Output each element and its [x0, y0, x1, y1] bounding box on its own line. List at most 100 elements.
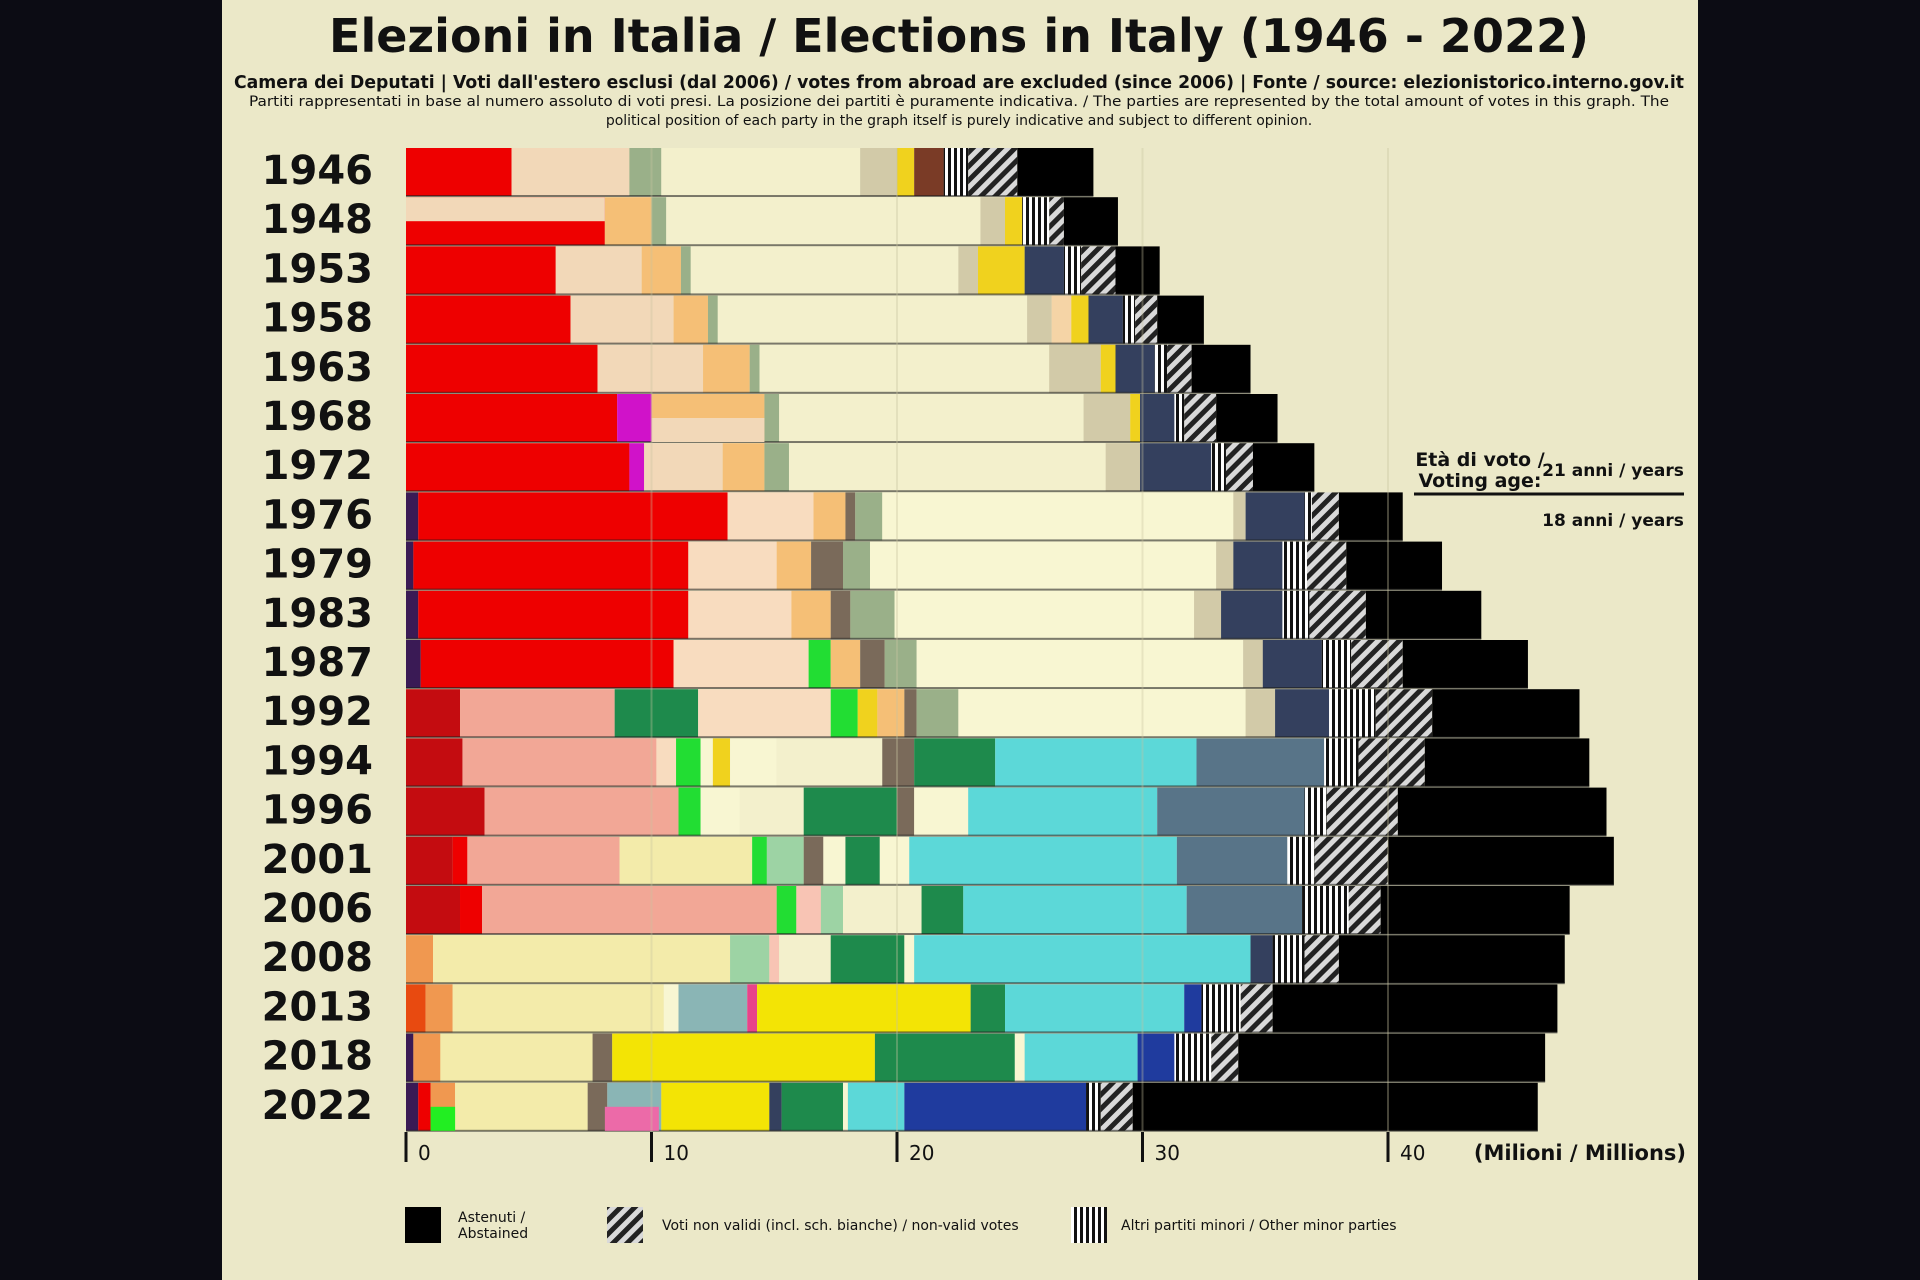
bar-separator-1996: [406, 834, 1607, 837]
bar-segment-1968-5: [1083, 394, 1131, 442]
bar-segment-2013-7: [970, 984, 1006, 1033]
bar-segment-1968-1: [617, 394, 652, 442]
bar-segment-2013-3: [663, 984, 679, 1033]
bar-segment-1992-13: [1375, 689, 1433, 738]
bar-segment-1976-1: [418, 492, 728, 541]
bar-segment-2001-7: [823, 836, 846, 885]
year-label-2006: 2006: [262, 886, 373, 932]
bar-segment-1992-2: [614, 689, 699, 738]
bar-segment-1968-7: [1140, 394, 1175, 442]
bar-segment-2013-11: [1240, 984, 1273, 1033]
bar-segment-2001-9: [879, 836, 910, 885]
bar-segment-2001-1: [452, 836, 468, 885]
bar-segment-1963-0: [406, 344, 598, 393]
bar-segment-2001-4: [752, 836, 767, 885]
bar-segment-1958-4: [717, 295, 1028, 344]
bar-segment-1972-6: [1105, 443, 1141, 492]
bar-segment-1996-0: [406, 787, 485, 836]
bar-segment-1958-6: [1051, 295, 1072, 344]
year-label-1953: 1953: [262, 246, 373, 292]
bar-segment-2022-13: [1100, 1082, 1133, 1131]
voting-age-21: 21 anni / years: [1542, 461, 1684, 481]
legend-minor-swatch: [1071, 1207, 1107, 1243]
bar-segment-1976-10: [1311, 492, 1339, 541]
grid-group: [650, 148, 1389, 1132]
x-axis: 0 10 20 30 40: [404, 1132, 1425, 1165]
bar-segment-1976-4: [845, 492, 856, 541]
bar-segment-1983-11: [1365, 590, 1482, 639]
bar-segment-1996-12: [1397, 787, 1607, 836]
bar-segment-2008-5: [830, 935, 905, 984]
bar-separator-1992: [406, 736, 1580, 739]
bar-segment-2008-2: [730, 935, 770, 984]
bar-segment-1996-4: [739, 787, 804, 836]
year-label-1979: 1979: [262, 542, 373, 588]
bar-segment-1958-1: [570, 295, 674, 344]
bar-segment-2001-3: [619, 836, 753, 885]
bar-segment-2006-12: [1380, 886, 1570, 934]
year-label-1963: 1963: [262, 345, 373, 391]
bar-segment-1946-6: [914, 148, 944, 196]
bar-segment-1963-9: [1167, 344, 1192, 393]
chart-subtitle: Camera dei Deputati | Voti dall'estero e…: [234, 72, 1684, 93]
bar-segment-1979-3: [776, 541, 812, 590]
bar-segment-2001-13: [1314, 836, 1388, 885]
bar-segment-2013-1: [425, 984, 453, 1033]
bar-segment-2001-0: [406, 836, 453, 885]
bar-segment-1994-7: [776, 738, 883, 787]
legend-minor-label: Altri partiti minori / Other minor parti…: [1121, 1218, 1397, 1234]
bar-segment-2022-0: [406, 1082, 419, 1131]
x-tick-label-30: 30: [1155, 1141, 1180, 1165]
bar-segment-1994-6: [730, 738, 777, 787]
legend: Astenuti / Abstained Voti non validi (in…: [405, 1207, 1397, 1243]
bar-segment-2022-8: [781, 1082, 843, 1131]
bar-segment-1963-8: [1154, 344, 1168, 393]
bar-segment-1976-0: [406, 492, 419, 541]
bar-segment-1946-0: [406, 148, 512, 196]
bar-separator-1948: [406, 244, 1118, 247]
bar-segment-1983-1: [418, 590, 689, 639]
bar-segment-1979-8: [1233, 541, 1283, 590]
bar-segment-2022-14: [1132, 1082, 1538, 1131]
bar-segment-1953-9: [1081, 246, 1116, 295]
bar-segment-2008-1: [433, 935, 731, 984]
bar-separator-1976: [406, 539, 1403, 542]
bar-segment-1992-12: [1329, 689, 1376, 738]
bar-segment-2006-9: [1186, 886, 1303, 934]
bar-segment-1994-12: [1324, 738, 1359, 787]
bar-segment-1963-10: [1191, 344, 1251, 393]
bar-segment-1994-14: [1424, 738, 1590, 787]
bar-segment-1953-0: [406, 246, 556, 295]
bar-segment-1958-3: [707, 295, 718, 344]
bar-segment-1958-7: [1071, 295, 1089, 344]
bar-segment-2013-2: [452, 984, 664, 1033]
bar-segment-1983-8: [1221, 590, 1283, 639]
bar-segment-1979-6: [870, 541, 1217, 590]
bar-separator-2018: [406, 1080, 1546, 1083]
bar-segment-1948-4: [980, 197, 1006, 246]
bar-segment-1958-2: [673, 295, 708, 344]
bar-segment-1946-3: [661, 148, 861, 196]
bar-segment-1979-7: [1216, 541, 1234, 590]
bar-segment-2013-8: [1005, 984, 1185, 1033]
bar-segment-2022-12: [1086, 1082, 1101, 1131]
year-label-2018: 2018: [262, 1034, 373, 1080]
bar-segment-1983-4: [830, 590, 851, 639]
bar-segment-1948-1: [604, 197, 652, 246]
bar-segment-2013-12: [1272, 984, 1558, 1033]
bar-segment-1979-9: [1282, 541, 1307, 590]
bar-segment-2018-7: [1024, 1033, 1138, 1082]
bar-segment-1979-1: [413, 541, 689, 590]
bar-segment-1953-2: [641, 246, 681, 295]
bar-segment-1946-5: [897, 148, 915, 196]
bar-overlay-2022-3: [604, 1106, 659, 1131]
bar-segment-2006-0: [406, 886, 461, 934]
bar-segment-2006-2: [482, 886, 777, 934]
bar-segment-1972-0: [406, 443, 630, 492]
voting-age-label-2: Voting age:: [1419, 470, 1542, 492]
bar-segment-1979-4: [811, 541, 843, 590]
bar-separator-2001: [406, 883, 1614, 886]
x-tick-label-20: 20: [909, 1141, 934, 1165]
bar-segment-1968-4: [779, 394, 1084, 442]
bar-segment-1979-10: [1306, 541, 1347, 590]
